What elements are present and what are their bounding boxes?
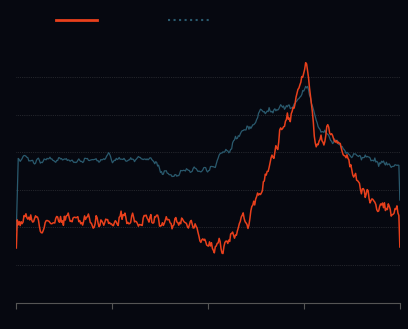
Legend: , : ,: [50, 10, 217, 30]
